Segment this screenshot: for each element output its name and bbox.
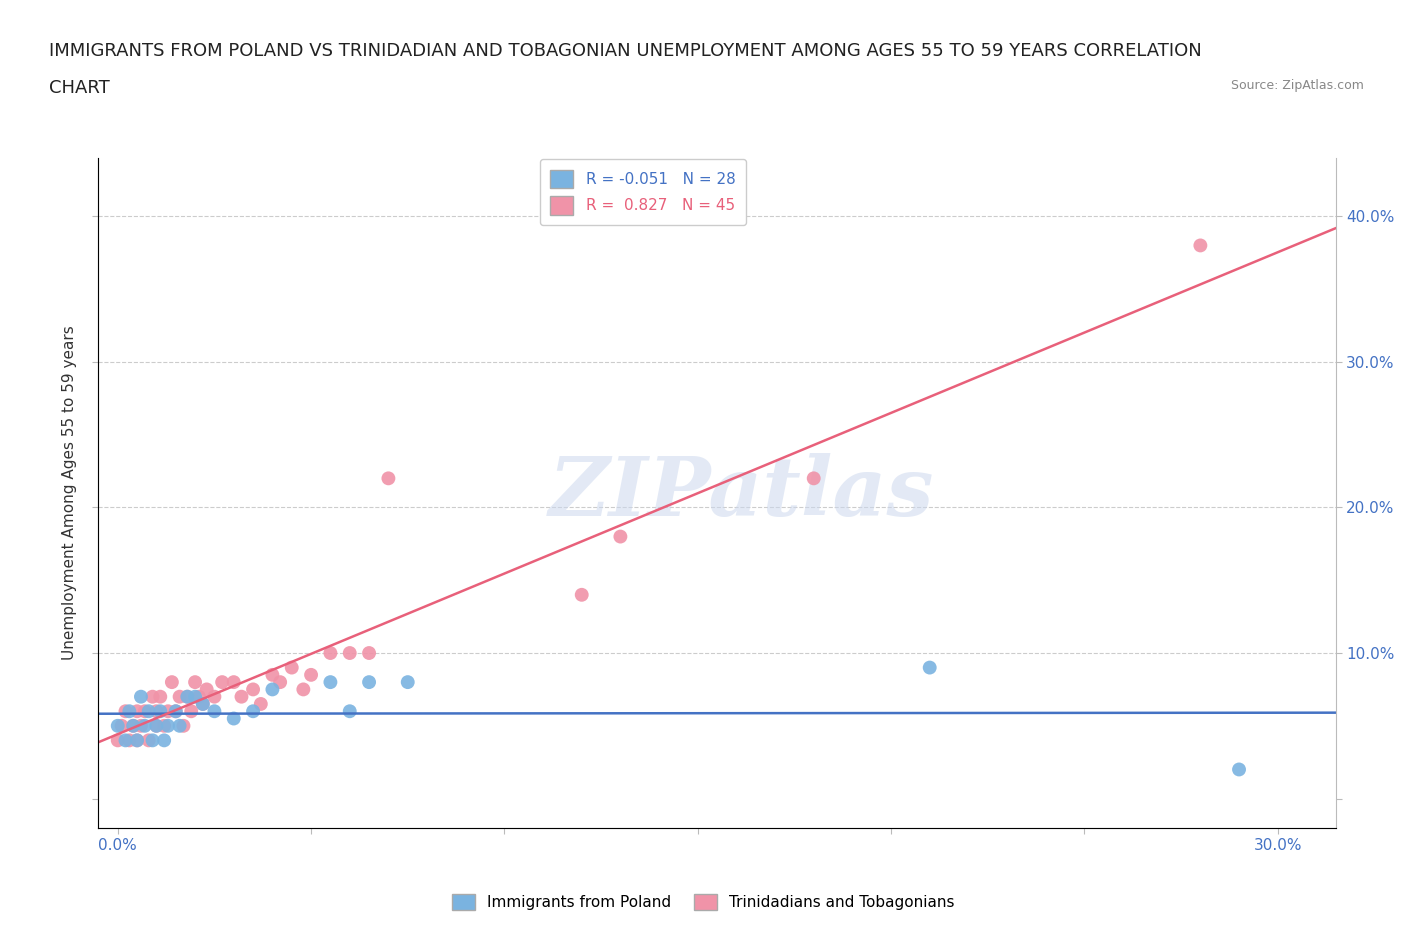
Point — [165, 704, 187, 719]
Point — [359, 674, 381, 689]
Point — [319, 674, 342, 689]
Point — [339, 645, 361, 660]
Point — [1189, 238, 1212, 253]
Point — [127, 733, 149, 748]
Point — [204, 704, 226, 719]
Point — [211, 674, 233, 689]
Point — [359, 645, 381, 660]
Point — [127, 704, 149, 719]
Point — [129, 689, 152, 704]
Point — [281, 660, 304, 675]
Point — [803, 471, 825, 485]
Point — [250, 697, 273, 711]
Point — [145, 718, 167, 733]
Point — [169, 718, 191, 733]
Point — [169, 689, 191, 704]
Point — [153, 733, 176, 748]
Point — [191, 697, 214, 711]
Text: Source: ZipAtlas.com: Source: ZipAtlas.com — [1230, 79, 1364, 92]
Point — [149, 689, 172, 704]
Point — [222, 674, 245, 689]
Point — [107, 718, 129, 733]
Point — [609, 529, 631, 544]
Y-axis label: Unemployment Among Ages 55 to 59 years: Unemployment Among Ages 55 to 59 years — [62, 326, 77, 660]
Point — [1227, 762, 1250, 777]
Legend: Immigrants from Poland, Trinidadians and Tobagonians: Immigrants from Poland, Trinidadians and… — [444, 886, 962, 918]
Point — [127, 733, 149, 748]
Point — [184, 674, 207, 689]
Point — [145, 704, 167, 719]
Point — [176, 689, 198, 704]
Point — [114, 733, 136, 748]
Point — [299, 668, 322, 683]
Point — [188, 689, 211, 704]
Point — [107, 733, 129, 748]
Point — [204, 689, 226, 704]
Point — [319, 645, 342, 660]
Text: CHART: CHART — [49, 79, 110, 97]
Point — [292, 682, 315, 697]
Point — [222, 711, 245, 726]
Point — [118, 704, 141, 719]
Point — [122, 718, 145, 733]
Point — [339, 704, 361, 719]
Point — [114, 704, 136, 719]
Legend: R = -0.051   N = 28, R =  0.827   N = 45: R = -0.051 N = 28, R = 0.827 N = 45 — [540, 159, 747, 225]
Point — [129, 718, 152, 733]
Point — [111, 718, 134, 733]
Point — [134, 704, 156, 719]
Point — [138, 733, 160, 748]
Point — [195, 682, 218, 697]
Point — [231, 689, 253, 704]
Point — [571, 588, 593, 603]
Point — [145, 718, 167, 733]
Point — [262, 668, 284, 683]
Text: IMMIGRANTS FROM POLAND VS TRINIDADIAN AND TOBAGONIAN UNEMPLOYMENT AMONG AGES 55 : IMMIGRANTS FROM POLAND VS TRINIDADIAN AN… — [49, 42, 1202, 60]
Point — [176, 689, 198, 704]
Point — [269, 674, 291, 689]
Point — [191, 697, 214, 711]
Point — [262, 682, 284, 697]
Point — [138, 704, 160, 719]
Point — [157, 718, 180, 733]
Point — [153, 718, 176, 733]
Point — [141, 689, 165, 704]
Point — [918, 660, 941, 675]
Point — [242, 682, 264, 697]
Point — [377, 471, 399, 485]
Point — [157, 704, 180, 719]
Text: ZIPatlas: ZIPatlas — [550, 453, 935, 533]
Point — [118, 733, 141, 748]
Point — [173, 718, 195, 733]
Point — [134, 718, 156, 733]
Point — [141, 733, 165, 748]
Point — [165, 704, 187, 719]
Point — [149, 704, 172, 719]
Point — [242, 704, 264, 719]
Point — [160, 674, 183, 689]
Point — [180, 704, 202, 719]
Point — [122, 718, 145, 733]
Point — [396, 674, 419, 689]
Point — [184, 689, 207, 704]
